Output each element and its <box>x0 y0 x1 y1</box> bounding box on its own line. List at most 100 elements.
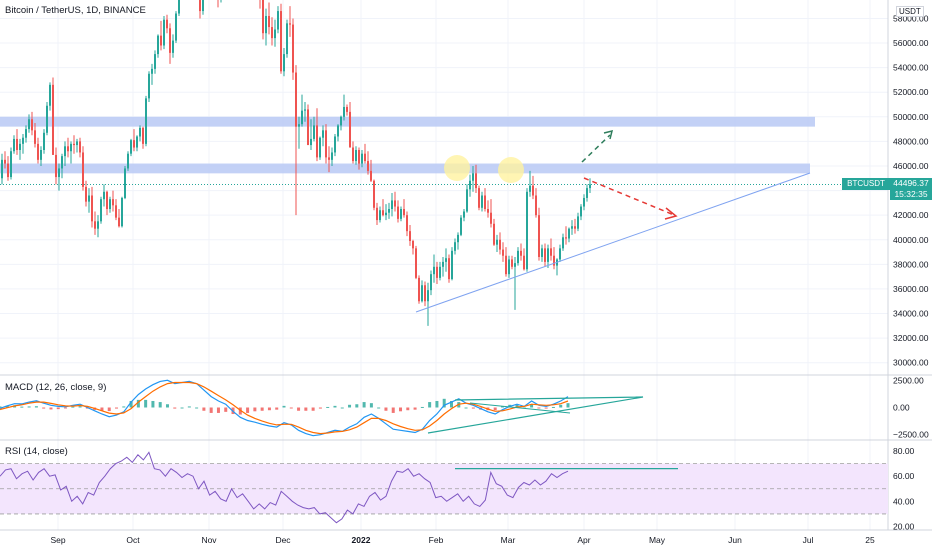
price-tick-label: 30000.00 <box>893 358 929 368</box>
candle-body <box>589 184 591 189</box>
candle-body <box>37 143 39 160</box>
candle-body <box>475 173 477 189</box>
candle-body <box>499 239 501 250</box>
candle-body <box>310 138 312 146</box>
candle-body <box>19 143 21 150</box>
candle-body <box>307 109 309 146</box>
macd-histogram-bar <box>449 400 453 408</box>
x-tick-label: Mar <box>501 535 516 545</box>
candle-body <box>424 285 426 302</box>
macd-histogram-bar <box>399 407 403 412</box>
macd-histogram-bar <box>209 407 213 413</box>
candle-body <box>403 209 405 216</box>
macd-histogram-bar <box>115 407 119 409</box>
macd-histogram-bar <box>107 407 111 412</box>
bullish-arrow <box>581 134 611 163</box>
candle-body <box>409 231 411 241</box>
resistance-zones <box>0 116 815 174</box>
macd-histogram-bar <box>500 406 504 408</box>
candle-body <box>427 290 429 302</box>
price-tick-label: 56000.00 <box>893 38 929 48</box>
candle-body <box>466 189 468 212</box>
candle-body <box>358 150 360 164</box>
candle-body <box>265 15 267 34</box>
last-price-tag: 44496.37 15:32:35 <box>890 178 932 200</box>
time-axis[interactable]: Sep Oct Nov Dec 2022 Feb Mar Apr May Jun Jul 25 <box>50 535 875 545</box>
candle-body <box>172 40 174 53</box>
candle-body <box>442 261 444 267</box>
highlight-circle <box>444 155 470 181</box>
macd-histogram-bar <box>297 407 301 411</box>
macd-histogram-bar <box>566 403 570 408</box>
rsi-pane[interactable] <box>0 451 888 524</box>
macd-histogram-bar <box>100 407 104 411</box>
candle-body <box>463 211 465 218</box>
macd-histogram-bar <box>289 407 293 409</box>
macd-pane[interactable] <box>0 379 644 437</box>
candle-body <box>301 110 303 125</box>
price-tick-label: 40000.00 <box>893 235 929 245</box>
candles[interactable] <box>1 0 591 326</box>
candle-body <box>412 240 414 249</box>
price-tick-label: 58000.00 <box>893 13 929 23</box>
candle-body <box>460 217 462 235</box>
candle-body <box>73 143 75 146</box>
macd-histogram-bar <box>5 405 9 408</box>
candle-body <box>160 35 162 46</box>
candle-body <box>490 212 492 224</box>
price-tick-label: 32000.00 <box>893 333 929 343</box>
candle-body <box>88 195 90 202</box>
x-tick-label: Feb <box>429 535 444 545</box>
candle-body <box>127 153 129 169</box>
candle-body <box>586 188 588 198</box>
macd-histogram-bar <box>420 406 424 408</box>
candle-body <box>541 248 543 257</box>
price-tick-label: 50000.00 <box>893 112 929 122</box>
x-tick-label: 25 <box>865 535 875 545</box>
candle-body <box>514 263 516 267</box>
candle-body <box>274 29 276 39</box>
macd-wedge <box>427 396 644 434</box>
candle-body <box>100 199 102 222</box>
candle-body <box>535 195 537 216</box>
candle-body <box>352 147 354 162</box>
candle-body <box>538 215 540 257</box>
price-tick-label: 34000.00 <box>893 309 929 319</box>
highlight-circle <box>498 157 524 183</box>
macd-histogram-bar <box>544 407 548 409</box>
candle-body <box>577 216 579 229</box>
macd-histogram-bar <box>413 407 417 410</box>
candle-body <box>142 127 144 144</box>
currency-badge[interactable]: USDT <box>896 6 924 17</box>
candle-body <box>397 206 399 219</box>
price-tick-label: 52000.00 <box>893 87 929 97</box>
candle-body <box>430 274 432 291</box>
candle-body <box>583 197 585 207</box>
macd-histogram-bar <box>0 406 2 408</box>
price-tick-label: 42000.00 <box>893 210 929 220</box>
price-axis[interactable]: 30000.00 32000.00 34000.00 36000.00 38000.00… <box>893 13 929 531</box>
resistance-zone <box>0 163 810 174</box>
candle-body <box>439 266 441 278</box>
bullish-arrowhead <box>603 129 614 140</box>
candle-body <box>76 141 78 146</box>
rsi-tick-label: 80.00 <box>893 446 915 456</box>
candle-body <box>562 237 564 249</box>
candle-body <box>40 150 42 160</box>
macd-histogram-bar <box>326 406 330 408</box>
candle-body <box>103 191 105 200</box>
candle-body <box>43 132 45 150</box>
rsi-line <box>0 451 569 524</box>
candle-body <box>421 285 423 302</box>
macd-histogram-bar <box>428 402 432 408</box>
macd-histogram-bar <box>173 407 177 409</box>
price-tick-label: 48000.00 <box>893 136 929 146</box>
candle-body <box>376 207 378 221</box>
candle-body <box>319 137 321 158</box>
candle-body <box>334 136 336 153</box>
candle-body <box>13 138 15 152</box>
price-tick-label: 54000.00 <box>893 63 929 73</box>
candle-body <box>268 15 270 28</box>
candle-body <box>148 73 150 99</box>
bearish-arrowhead <box>664 207 678 220</box>
